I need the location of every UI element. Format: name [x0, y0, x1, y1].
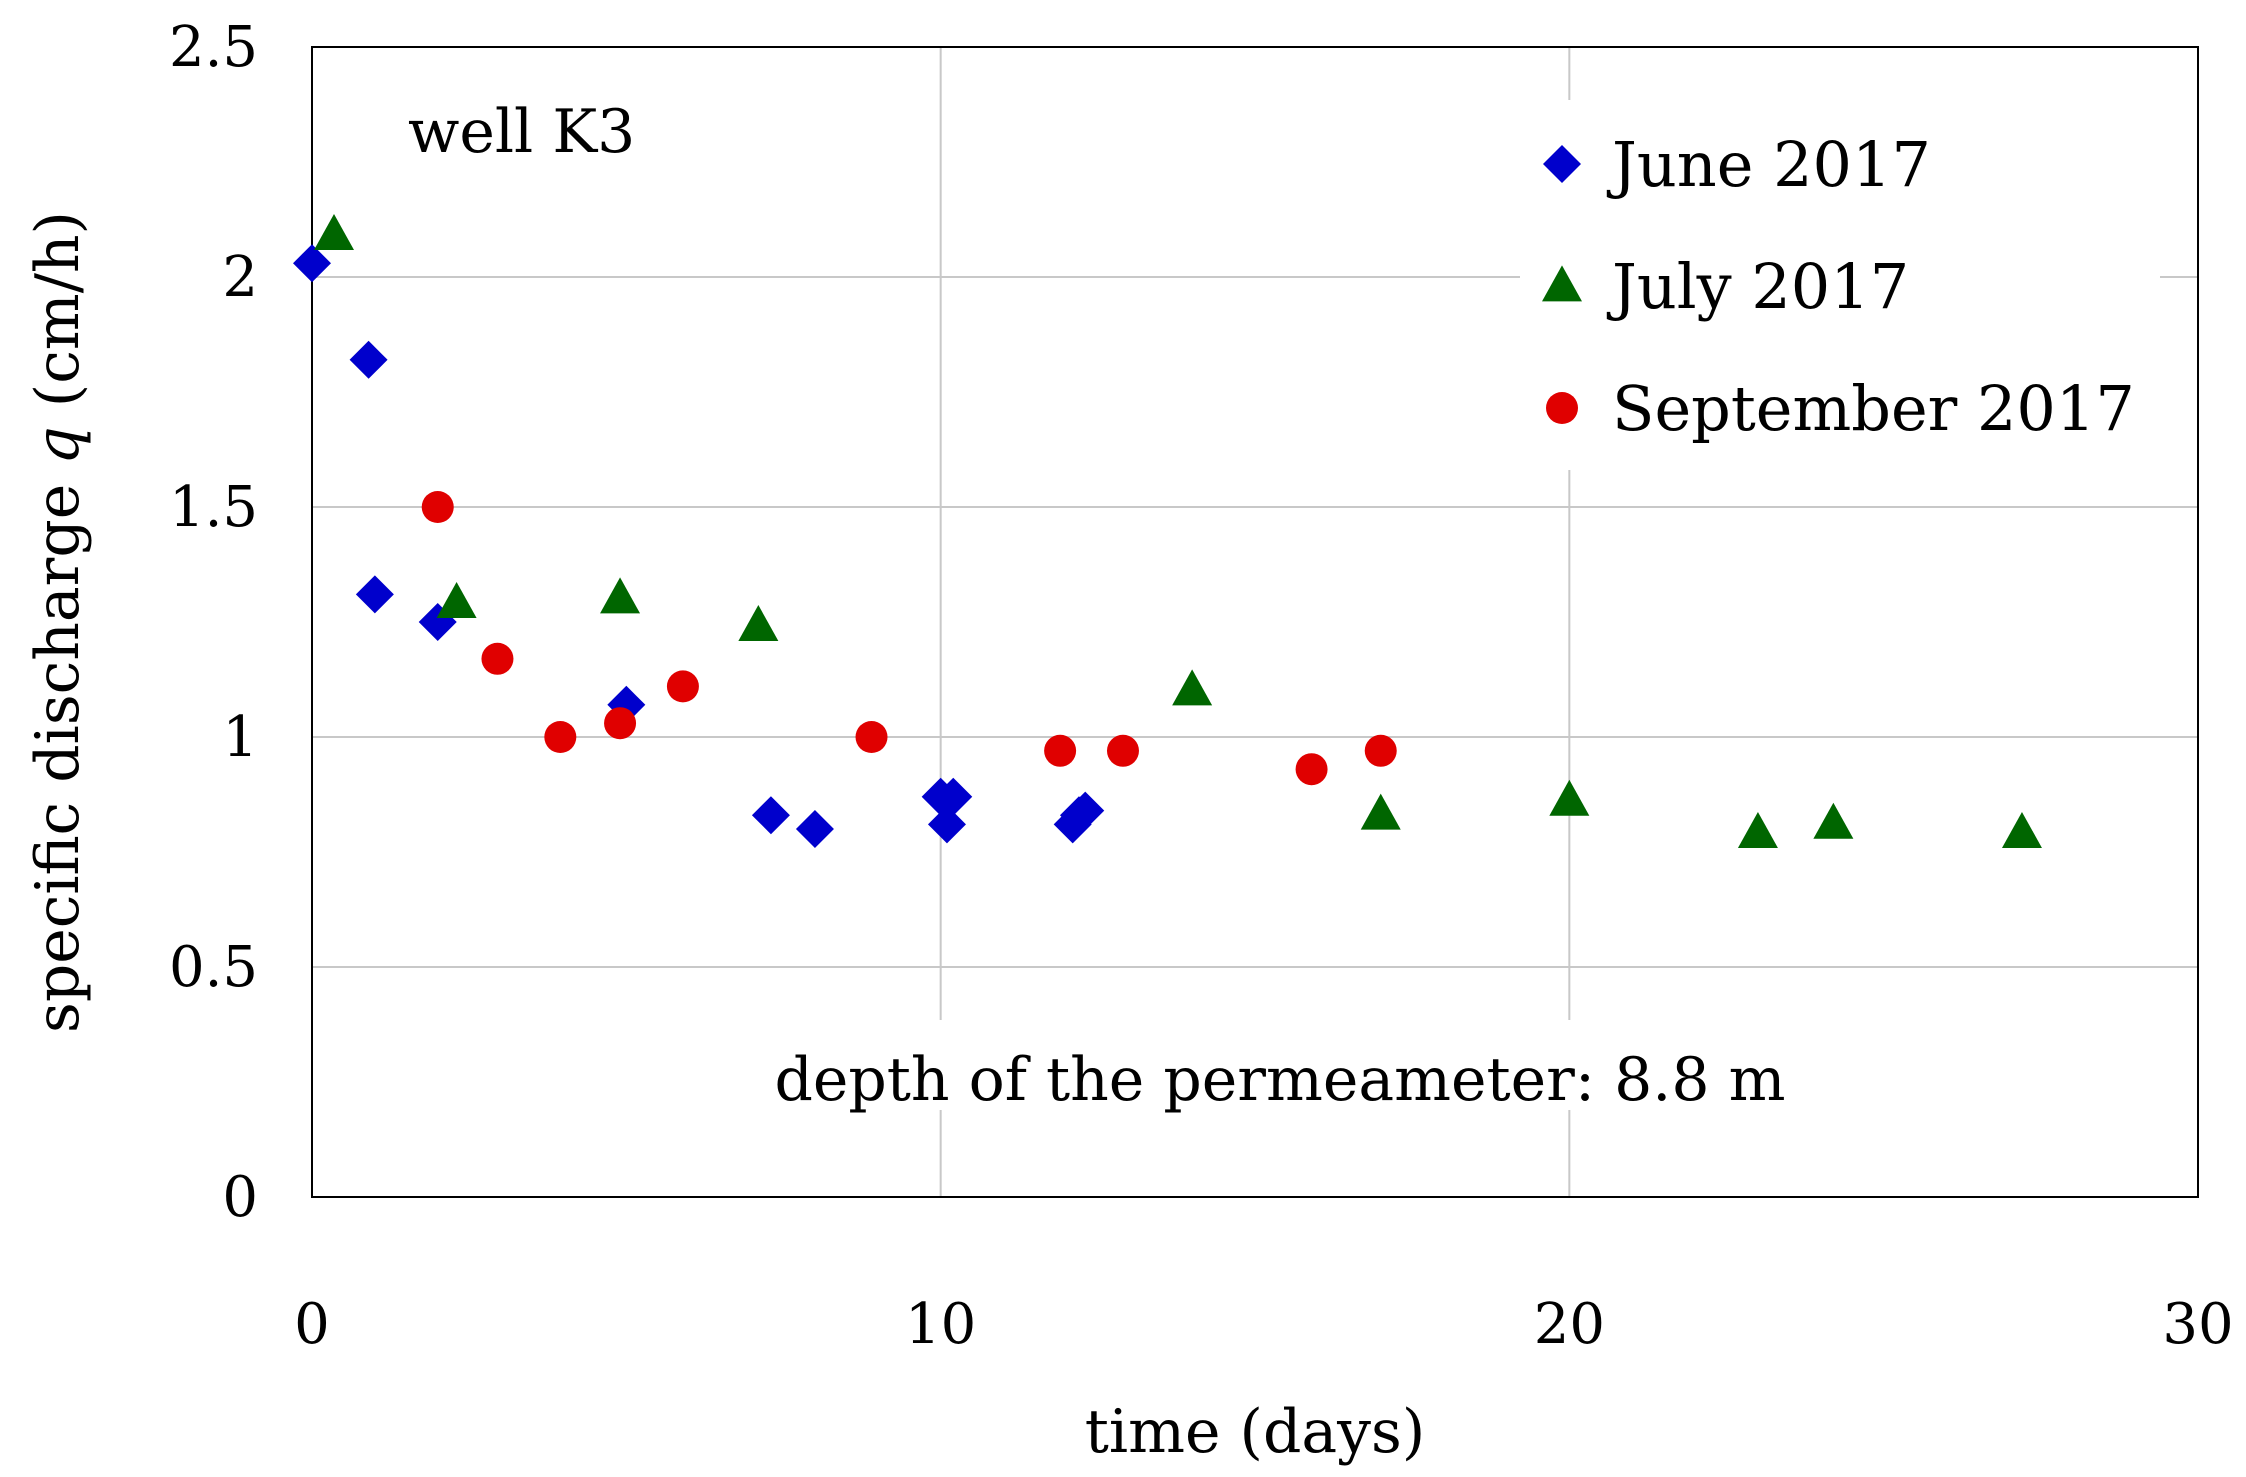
data-point-september-2017 — [1295, 753, 1328, 786]
data-point-september-2017 — [421, 491, 454, 523]
data-point-june-2017 — [927, 805, 966, 844]
y-axis-label-variable: q — [23, 426, 93, 464]
data-point-september-2017 — [481, 642, 514, 675]
data-point-july-2017 — [1737, 812, 1778, 848]
data-point-september-2017 — [604, 707, 637, 740]
legend: June 2017 July 2017 September 2017 — [1520, 100, 2160, 470]
data-point-july-2017 — [1549, 779, 1590, 816]
data-point-june-2017 — [1066, 791, 1105, 830]
x-axis-label: time (days) — [1085, 1397, 1425, 1467]
data-point-june-2017 — [293, 244, 331, 283]
annotation-depth-bg — [720, 1020, 1800, 1110]
y-tick-label: 2.5 — [169, 15, 258, 80]
data-point-july-2017 — [314, 214, 355, 250]
y-tick-label: 1.5 — [169, 475, 258, 540]
data-point-july-2017 — [738, 605, 779, 641]
x-tick-label: 30 — [2162, 1292, 2233, 1357]
x-tick-label: 20 — [1534, 1292, 1605, 1357]
data-point-june-2017 — [355, 575, 394, 614]
y-axis-label-suffix: (cm/h) — [23, 211, 93, 426]
data-point-july-2017 — [436, 582, 477, 618]
legend-label-june: June 2017 — [1606, 128, 1931, 201]
y-tick-label: 0.5 — [169, 935, 258, 1000]
x-tick-label: 0 — [294, 1292, 330, 1357]
data-point-july-2017 — [2001, 812, 2042, 848]
legend-label-july: July 2017 — [1606, 250, 1909, 323]
data-point-june-2017 — [934, 777, 973, 816]
annotation-depth: depth of the permeameter: 8.8 m — [774, 1045, 1785, 1115]
data-point-september-2017 — [666, 670, 699, 703]
y-tick-label: 2 — [222, 245, 258, 310]
data-point-july-2017 — [600, 577, 641, 614]
legend-marker-july-2017 — [1542, 265, 1582, 302]
data-point-june-2017 — [349, 340, 388, 379]
data-point-july-2017 — [1360, 793, 1401, 830]
data-points — [293, 214, 2042, 848]
legend-background — [1520, 100, 2160, 470]
x-axis-ticks: 0 10 20 30 — [294, 1292, 2233, 1357]
legend-marker-june-2017 — [1543, 145, 1581, 183]
legend-markers — [1542, 145, 1582, 424]
y-tick-label: 1 — [222, 705, 258, 770]
y-axis-label: specific discharge q (cm/h) — [23, 211, 93, 1033]
data-point-september-2017 — [544, 721, 577, 753]
data-point-july-2017 — [1172, 669, 1213, 706]
y-axis-label-prefix: specific discharge — [23, 465, 93, 1033]
legend-marker-september-2017 — [1546, 392, 1578, 424]
annotation-well: well K3 — [408, 97, 635, 167]
data-point-september-2017 — [1106, 734, 1139, 767]
plot-area-border — [311, 46, 2199, 1198]
data-point-july-2017 — [1813, 802, 1854, 839]
data-point-september-2017 — [855, 721, 888, 753]
data-point-september-2017 — [1364, 734, 1397, 767]
y-tick-label: 0 — [222, 1165, 258, 1230]
x-tick-label: 10 — [905, 1292, 976, 1357]
data-point-september-2017 — [1044, 734, 1077, 767]
data-point-june-2017 — [751, 796, 790, 835]
y-axis-ticks: 0 0.5 1 1.5 2 2.5 — [169, 15, 258, 1230]
legend-label-september: September 2017 — [1612, 372, 2135, 445]
data-point-june-2017 — [795, 810, 834, 848]
